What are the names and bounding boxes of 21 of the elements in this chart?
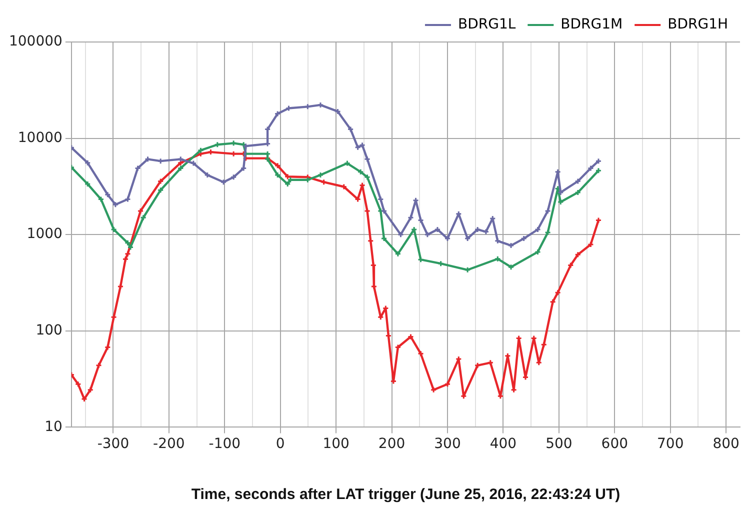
x-tick-label: -300 [97,436,130,452]
x-tick-label: 600 [601,436,628,452]
y-tick-label: 1000 [26,226,62,242]
x-tick-label: 300 [434,436,461,452]
x-tick-label: 400 [490,436,517,452]
legend-label: BDRG1M [560,16,623,33]
x-tick-label: 500 [546,436,572,452]
x-tick-label: 0 [276,436,285,452]
x-tick-label: 100 [322,436,350,452]
y-tick-label: 100 [36,322,62,339]
x-tick-label: 200 [378,436,406,452]
legend-label: BDRG1H [668,16,728,33]
x-tick-label: -100 [208,436,241,452]
x-tick-label: 800 [712,436,740,452]
y-tick-label: 100000 [8,34,62,50]
y-tick-label: 10 [44,418,62,435]
x-tick-label: -200 [153,436,185,452]
y-tick-label: 10000 [18,130,62,146]
x-axis-title: Time, seconds after LAT trigger (June 25, 2016, 22:43:24 UT) [191,486,620,504]
legend-label: BDRG1L [458,16,516,33]
x-tick-label: 700 [656,436,684,452]
